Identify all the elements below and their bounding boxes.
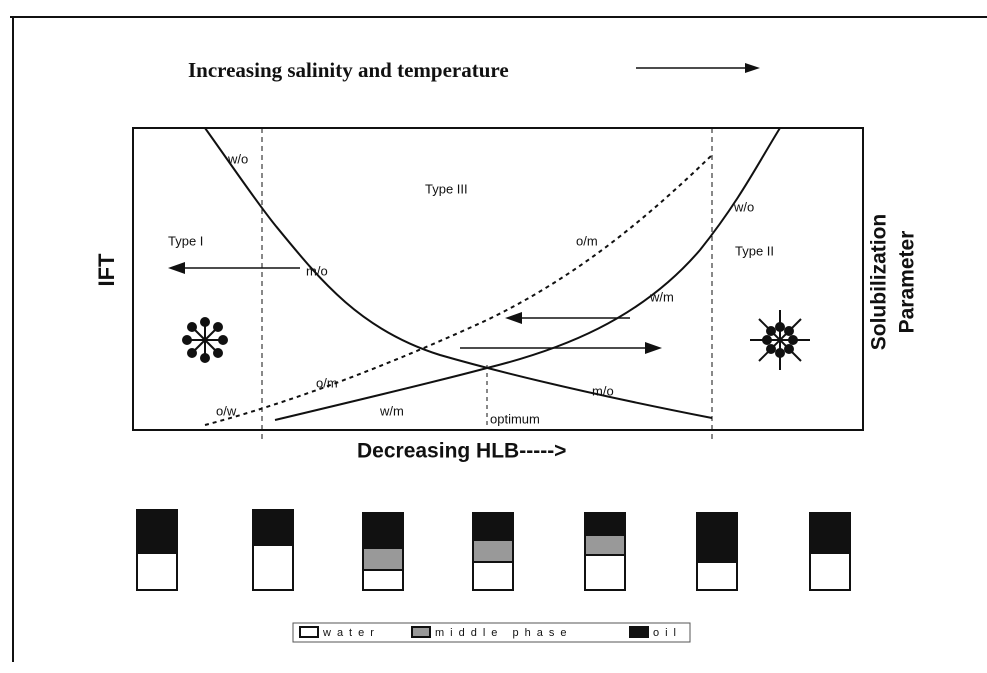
y2-axis-label: Parameter [896, 231, 919, 334]
region-label: Type I [168, 233, 203, 248]
reverse-micelle-icon [750, 310, 810, 370]
curve-label: o/m [576, 233, 598, 248]
arrowhead [645, 342, 662, 354]
ift-wm-curve [274, 127, 781, 421]
legend-label: oil [653, 627, 682, 639]
legend-label: middle phase [435, 627, 572, 639]
plot-box [132, 127, 864, 431]
solubilization-curve [204, 154, 713, 426]
arrowhead [505, 312, 522, 324]
x-axis-label: Decreasing HLB-----> [357, 440, 566, 463]
title: Increasing salinity and temperature [188, 58, 509, 82]
arrowhead [168, 262, 185, 274]
curve-label: m/o [592, 383, 614, 398]
ift-wo-curve [204, 127, 713, 419]
legend-label: water [322, 627, 380, 639]
tubes [136, 509, 851, 591]
legend-swatch [299, 626, 319, 638]
legend-swatch [411, 626, 431, 638]
curve-label: o/m [316, 375, 338, 390]
legend-box [292, 622, 691, 643]
micelle-icon [182, 317, 228, 363]
curve-label: w/m [379, 403, 404, 418]
curve-label: w/m [649, 289, 674, 304]
curve-label: w/o [227, 151, 248, 166]
y-axis-label: IFT [94, 253, 119, 287]
curve-label: o/w [216, 403, 237, 418]
region-label: Type III [425, 181, 468, 196]
y2-axis-label: Solubilization [868, 214, 891, 351]
curve-label: w/o [733, 199, 754, 214]
title-arrowhead [745, 63, 760, 73]
curve-label: m/o [306, 263, 328, 278]
legend-swatch [629, 626, 649, 638]
curve-label: optimum [490, 411, 540, 426]
region-label: Type II [735, 243, 774, 258]
